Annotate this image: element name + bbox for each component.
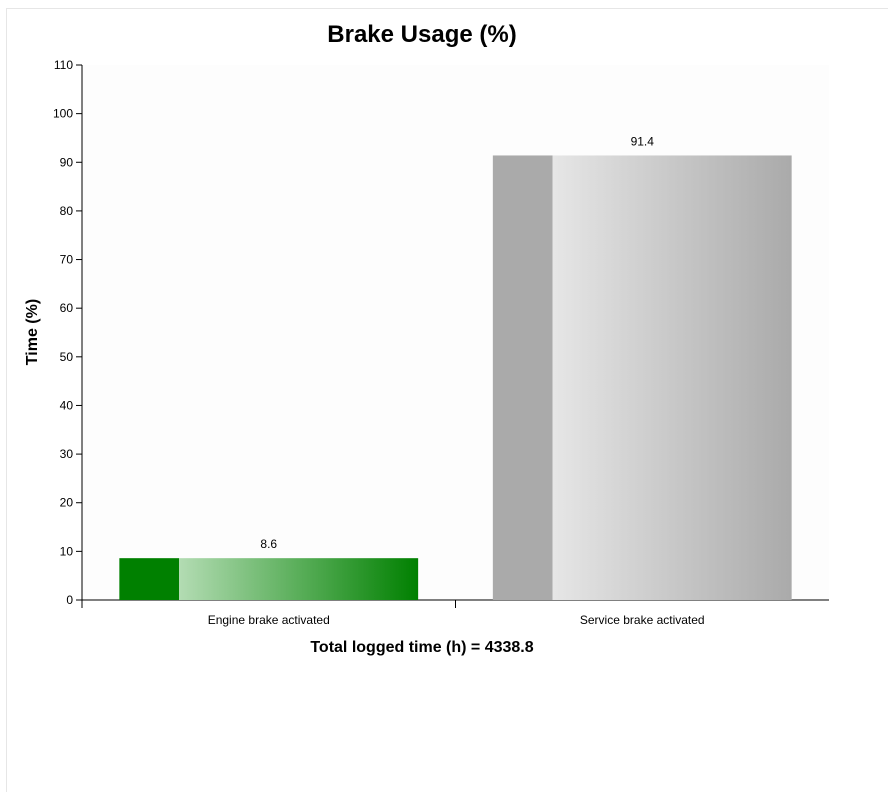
y-tick-label: 100 (53, 107, 73, 121)
bar (492, 155, 792, 601)
y-tick-label: 70 (60, 253, 74, 267)
y-tick-label: 80 (60, 204, 74, 218)
chart-canvas: Brake Usage (%) Time (%) Total logged ti… (24, 21, 829, 656)
y-tick-label: 50 (60, 350, 74, 364)
bar-series: 8.6 91.4 (119, 134, 792, 601)
y-tick-label: 10 (60, 544, 74, 558)
y-tick-label: 30 (60, 447, 74, 461)
y-tick-label: 110 (54, 58, 73, 72)
y-tick-label: 90 (60, 155, 74, 169)
bar-data-label: 8.6 (260, 537, 277, 551)
chart-title: Brake Usage (%) (327, 21, 516, 48)
bar-data-label: 91.4 (631, 134, 655, 148)
bar (119, 558, 419, 600)
y-tick-label: 60 (60, 301, 74, 315)
y-axis-label: Time (%) (24, 299, 41, 365)
chart-frame: Brake Usage (%) Time (%) Total logged ti… (6, 8, 888, 792)
x-axis: Engine brake activated Service brake acti… (81, 599, 829, 627)
x-axis-label: Total logged time (h) = 4338.8 (310, 639, 533, 656)
y-axis: 0 10 20 30 40 50 60 70 80 90 100 110 (53, 58, 83, 607)
y-tick-label: 40 (60, 398, 74, 412)
y-tick-label: 20 (60, 496, 74, 510)
x-category-label: Service brake activated (580, 613, 705, 627)
y-tick-label: 0 (66, 593, 73, 607)
x-category-label: Engine brake activated (208, 613, 330, 627)
